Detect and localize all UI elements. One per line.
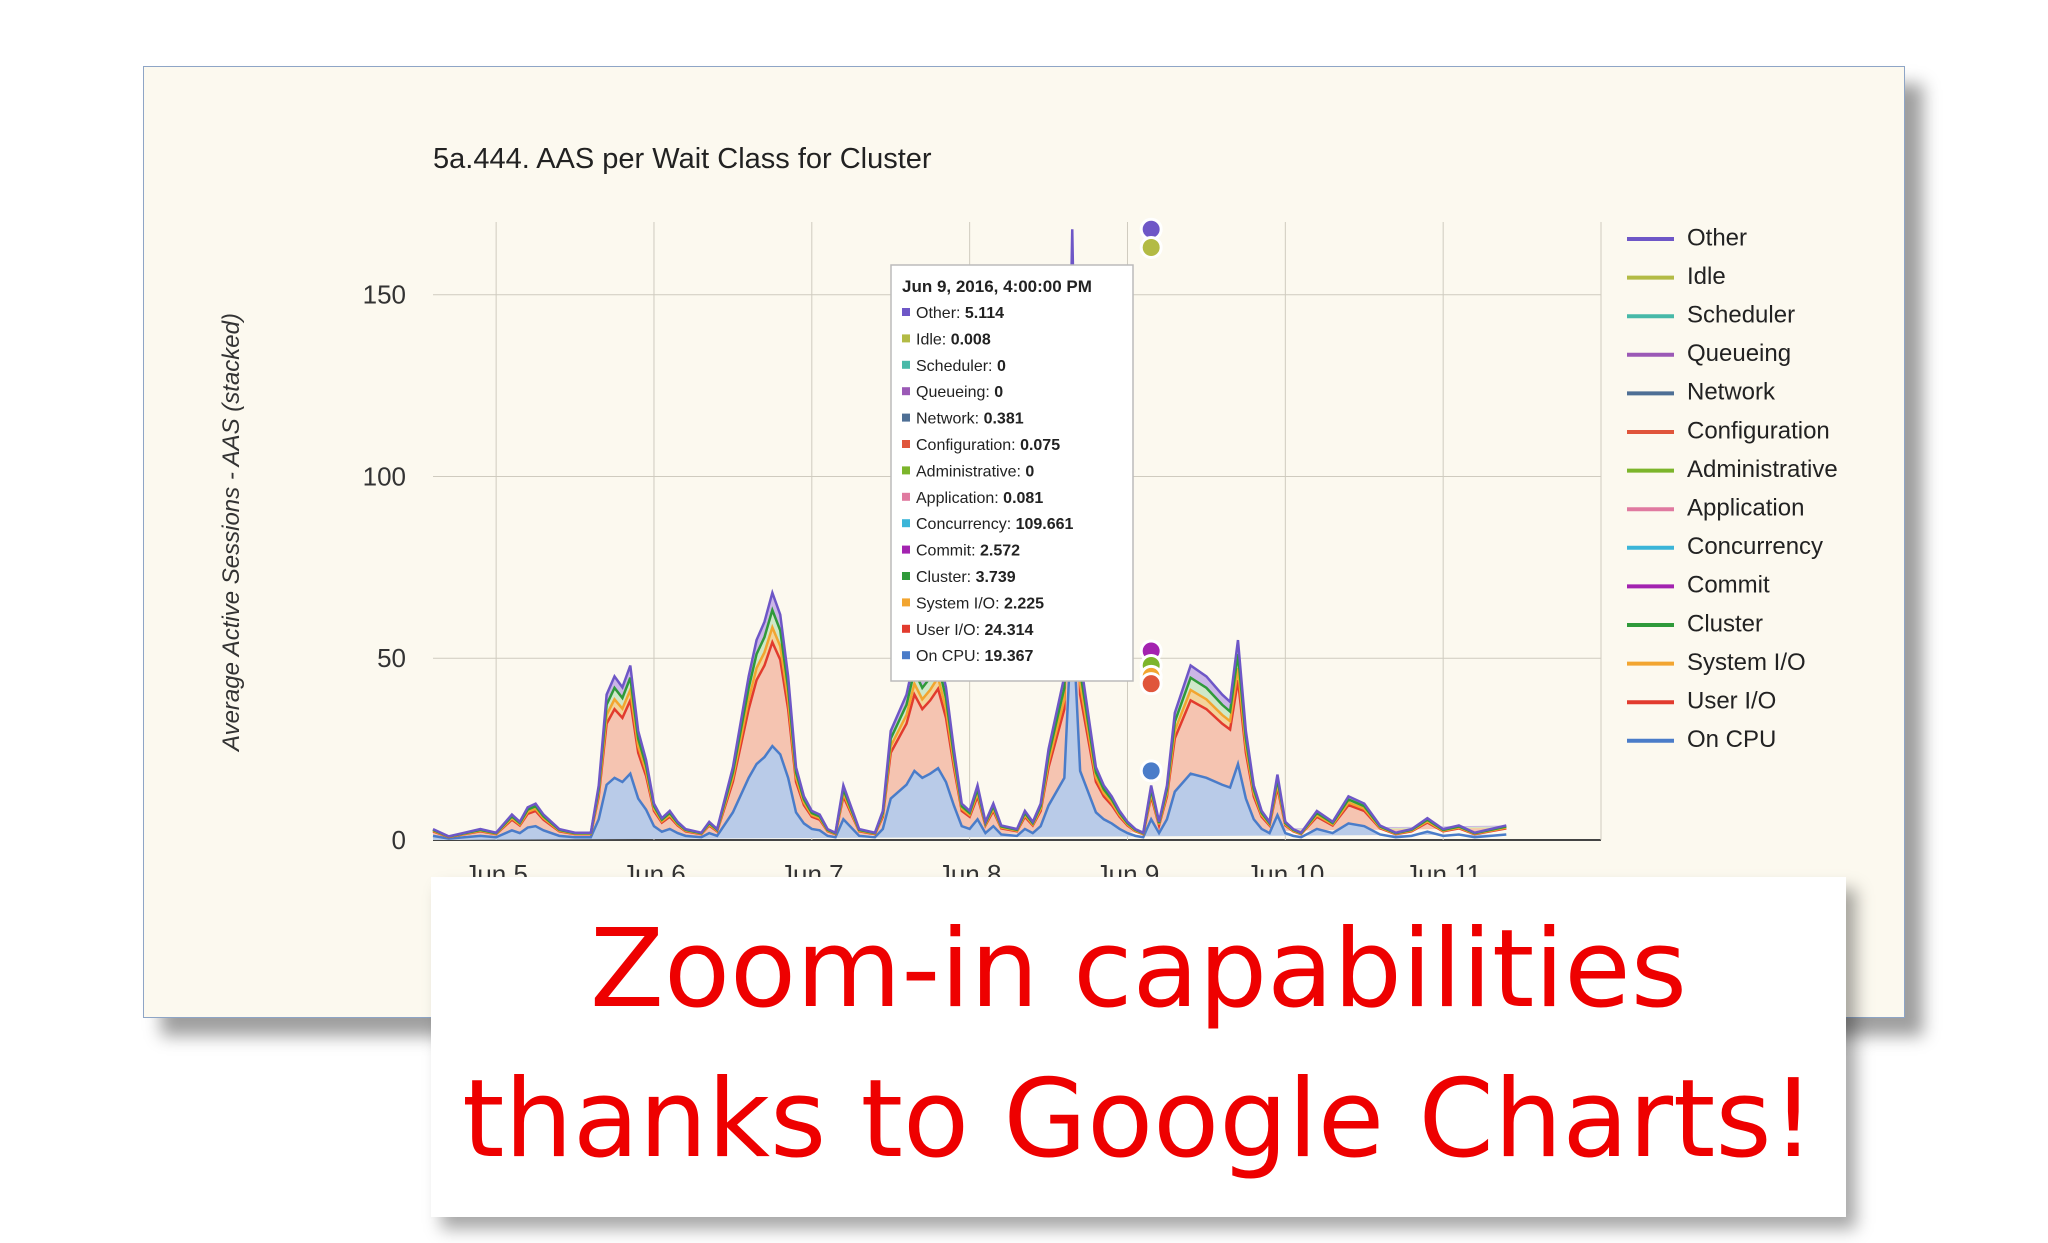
tooltip-series-value: 3.739 [976,569,1016,586]
tooltip-item: Application: 0.081 [916,490,1043,507]
tooltip-series-name: Scheduler: [916,358,997,375]
legend-item: User I/O [1687,688,1776,715]
tooltip-item: Concurrency: 109.661 [916,516,1074,533]
tooltip-series-value: 5.114 [965,305,1004,322]
tooltip-swatch [902,334,910,343]
tooltip-swatch [902,598,910,607]
legend-item: Queueing [1687,340,1791,367]
tooltip-swatch [902,545,910,554]
tooltip-series-name: Administrative: [916,463,1025,480]
legend-item: Administrative [1687,456,1838,483]
tooltip-swatch [902,492,910,501]
y-tick-label: 150 [363,280,406,310]
y-tick-label: 100 [363,461,406,491]
tooltip-series-value: 0 [1025,463,1034,480]
tooltip-series-name: System I/O: [916,595,1004,612]
chart-svg: 5a.444. AAS per Wait Class for Cluster Av… [218,143,1838,889]
tooltip-series-value: 109.661 [1016,516,1074,533]
tooltip-swatch [902,466,910,475]
tooltip-title: Jun 9, 2016, 4:00:00 PM [902,277,1092,296]
caption-line-1: Zoom-in capabilities [589,907,1688,1032]
y-axis-label: Average Active Sessions - AAS (stacked) [218,313,245,753]
tooltip-item: Scheduler: 0 [916,358,1006,375]
tooltip-item: User I/O: 24.314 [916,622,1033,639]
marker-idle [1139,235,1163,259]
tooltip-item: On CPU: 19.367 [916,648,1034,665]
tooltip-swatch [902,624,910,633]
tooltip-box [890,264,1134,682]
tooltip-swatch [902,572,910,580]
legend-item: Commit [1687,572,1770,599]
tooltip-series-value: 0.008 [951,331,991,348]
tooltip-swatch [902,440,910,448]
tooltip-series-value: 0 [994,384,1003,401]
tooltip-swatch [902,387,910,396]
tooltip-swatch [902,413,910,422]
legend-item: Concurrency [1687,533,1823,560]
tooltip-series-name: Concurrency: [916,516,1016,533]
tooltip-series-value: 19.367 [984,648,1033,665]
tooltip-swatch [902,360,910,369]
tooltip-series-value: 24.314 [984,622,1033,639]
y-tick-label: 50 [377,643,406,673]
tooltip-item: Network: 0.381 [916,411,1024,428]
tooltip-series-name: Network: [916,411,984,428]
caption-line-2: thanks to Google Charts! [462,1057,1815,1182]
tooltip-swatch [902,651,910,660]
tooltip-series-name: User I/O: [916,622,984,639]
tooltip-item: Configuration: 0.075 [916,437,1060,454]
area-on-cpu [433,607,1507,840]
y-tick-label: 0 [392,825,406,855]
area-on-cpu-line [432,607,1507,840]
tooltip-item: Idle: 0.008 [916,331,991,348]
tooltip-swatch [902,308,910,316]
tooltip-item: Administrative: 0 [916,463,1034,480]
tooltip-item: Cluster: 3.739 [916,569,1016,586]
legend-item: On CPU [1687,726,1776,753]
legend-item: Application [1687,495,1804,522]
tooltip-item: Queueing: 0 [916,384,1003,401]
legend-item: Other [1687,224,1747,251]
legend-item: Configuration [1687,417,1830,444]
tooltip-series-name: Other: [916,305,965,322]
tooltip-series-value: 0.081 [1003,490,1043,507]
tooltip-series-name: Commit: [916,543,980,560]
tooltip-swatch [902,519,910,528]
area-other-line [432,229,1507,838]
tooltip-series-name: Configuration: [916,437,1020,454]
tooltip-item: Other: 5.114 [916,305,1004,322]
marker-user-io [1139,672,1163,696]
tooltip-series-value: 2.225 [1004,595,1044,612]
chart-title: 5a.444. AAS per Wait Class for Cluster [433,143,932,175]
tooltip-series-value: 0.381 [984,411,1024,428]
tooltip-item: Commit: 2.572 [916,543,1020,560]
tooltip-series-value: 0.075 [1020,437,1060,454]
tooltip-series-name: Idle: [916,331,951,348]
legend-item: Cluster [1687,610,1763,637]
chart-panel: 5a.444. AAS per Wait Class for Cluster Av… [143,66,1905,1018]
legend-item: Scheduler [1687,302,1795,329]
tooltip-series-name: Cluster: [916,569,976,586]
area-user-io [433,351,1507,840]
caption-box: Zoom-in capabilities thanks to Google Ch… [431,877,1846,1217]
tooltip-series-name: Queueing: [916,384,994,401]
tooltip-series-name: Application: [916,490,1003,507]
tooltip-series-value: 0 [997,358,1006,375]
tooltip-series-value: 2.572 [980,543,1020,560]
tooltip-series-name: On CPU: [916,648,984,665]
tooltip-item: System I/O: 2.225 [916,595,1044,612]
marker-on-cpu [1139,759,1163,783]
legend-item: Network [1687,379,1776,406]
legend-item: System I/O [1687,649,1806,676]
legend-item: Idle [1687,263,1726,290]
